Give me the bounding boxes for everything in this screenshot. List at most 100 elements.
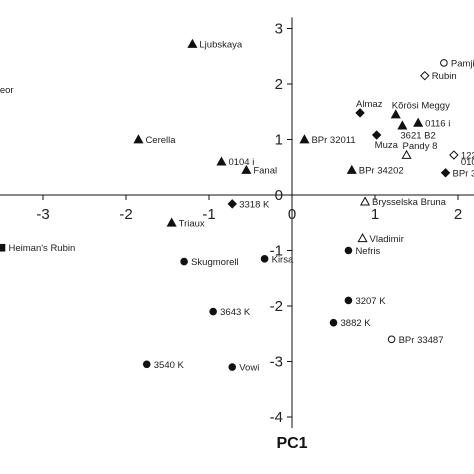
point-label: 3207 K: [355, 296, 386, 307]
circle-marker: [387, 335, 396, 344]
point-label: Vowi: [239, 363, 259, 374]
data-point: Almaz: [355, 99, 383, 118]
point-label: BPr 34202: [359, 166, 404, 177]
data-point: Ljubskaya: [187, 38, 243, 51]
y-tick-label: -1: [270, 243, 283, 260]
data-point: Heiman's Rubin: [0, 243, 75, 254]
point-label: 0116 i: [425, 118, 450, 129]
x-axis-title: PC1: [276, 435, 307, 452]
data-point: Muza: [371, 130, 399, 151]
diamond-marker: [355, 108, 365, 118]
data-point: 3318 K: [227, 199, 270, 210]
point-label: 3621 B2: [400, 131, 435, 142]
data-point: BPr 34202: [346, 164, 404, 177]
data-point: 3540 K: [142, 360, 185, 371]
point-label: Ljubskaya: [199, 40, 242, 51]
point-label: Fanal: [253, 166, 277, 177]
triangle-marker: [390, 109, 401, 119]
axes: -3 -2 -1 0 1 2 -4 -3 -2 -1 0 1 2 3: [0, 17, 474, 429]
data-point: 3207 K: [344, 296, 386, 307]
point-label: 3643 K: [220, 307, 251, 318]
triangle-marker: [133, 134, 144, 144]
x-tick-label: 1: [371, 206, 379, 223]
circle-marker: [228, 363, 237, 371]
point-label: Nefris: [355, 246, 380, 257]
point-label: Pamji: [451, 58, 474, 69]
data-point: 0103: [461, 157, 474, 168]
circle-marker: [329, 318, 338, 327]
circle-marker: [344, 296, 353, 305]
triangle-marker: [346, 164, 357, 174]
data-point: Kirsa: [260, 254, 294, 265]
square-marker: [0, 243, 6, 252]
diamond-marker: [371, 130, 382, 140]
y-tick-label: 2: [275, 76, 283, 93]
triangle-marker: [166, 217, 177, 227]
point-label: eteor: [0, 85, 14, 96]
diamond-marker: [420, 70, 430, 81]
data-point: Vowi: [228, 363, 259, 374]
circle-marker: [440, 59, 448, 67]
data-point: 0116 i: [413, 117, 450, 129]
point-label: Vladimir: [370, 234, 404, 245]
triangle-marker: [187, 38, 198, 48]
point-label: Skugmorell: [191, 257, 239, 268]
data-point: Triaux: [166, 217, 205, 229]
data-point: BPr 32011: [299, 134, 356, 146]
circle-marker: [180, 257, 188, 266]
point-label: 122: [461, 151, 474, 162]
data-point: Kõrösi Meggy: [390, 101, 450, 119]
y-tick-label: -3: [270, 354, 283, 371]
data-point: 3621 B2: [397, 120, 436, 142]
data-point: Cerella: [133, 134, 176, 146]
data-point: Nefris: [344, 246, 380, 257]
triangle-marker: [241, 164, 252, 174]
point-label: 3882 K: [341, 318, 372, 329]
data-point: Vladimir: [357, 233, 404, 245]
data-point: Pandy 8: [401, 141, 438, 159]
data-point: Pamji: [440, 58, 474, 69]
diamond-marker: [227, 199, 237, 209]
triangle-marker: [299, 134, 310, 144]
triangle-marker: [401, 149, 412, 159]
point-label: Rubin: [432, 71, 457, 82]
y-tick-label: -2: [270, 298, 283, 315]
point-label: BPr 33487: [399, 335, 444, 346]
data-point: BPr 33487: [387, 335, 444, 346]
data-point: Skugmorell: [180, 257, 239, 268]
point-label: BPr 3420: [453, 168, 474, 179]
x-tick-label: -3: [36, 206, 49, 223]
point-label: 0104 i: [228, 157, 254, 168]
x-tick-label: -2: [119, 206, 132, 223]
triangle-marker: [413, 117, 424, 127]
data-point: 3882 K: [329, 318, 372, 329]
data-point: Rubin: [420, 70, 457, 82]
point-label: Triaux: [179, 218, 205, 229]
point-label: Cerella: [145, 135, 176, 146]
x-tick-label: 0: [288, 206, 296, 223]
circle-marker: [260, 255, 269, 263]
y-tick-label: 3: [275, 21, 283, 38]
circle-marker: [209, 307, 217, 316]
y-tick-label: 1: [275, 132, 283, 149]
circle-marker: [142, 360, 151, 369]
triangle-marker: [357, 233, 368, 243]
y-tick-label: 0: [275, 187, 283, 204]
data-point: 122: [449, 150, 474, 162]
point-label: 3318 K: [239, 199, 270, 210]
triangle-marker: [359, 196, 371, 206]
triangle-marker: [216, 156, 227, 166]
y-tick-label: -4: [270, 409, 283, 426]
data-point: 0104 i: [216, 156, 254, 168]
diamond-marker: [449, 150, 459, 160]
data-point: BPr 3420: [440, 168, 474, 179]
point-label: Kirsa: [272, 254, 294, 265]
x-tick-label: 2: [454, 206, 462, 223]
point-label: Pandy 8: [403, 141, 438, 152]
circle-marker: [344, 246, 353, 255]
data-point: 3643 K: [209, 307, 251, 318]
point-label: Muza: [375, 140, 399, 151]
point-label: Brysselska Bruna: [372, 197, 447, 208]
